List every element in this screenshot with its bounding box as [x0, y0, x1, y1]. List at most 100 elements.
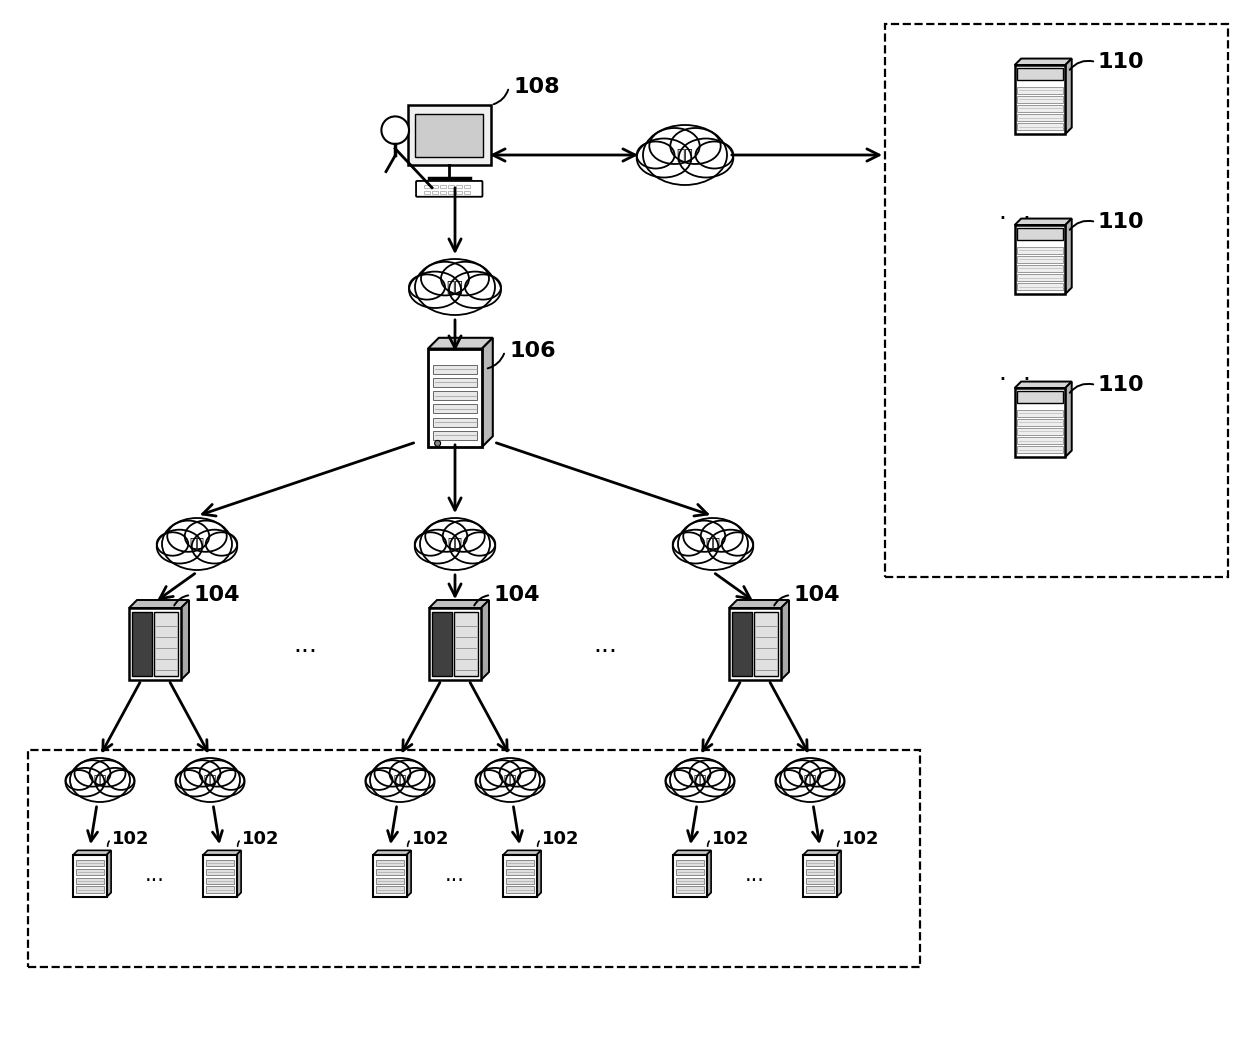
Circle shape	[434, 441, 440, 446]
Polygon shape	[707, 850, 711, 897]
FancyBboxPatch shape	[806, 861, 835, 866]
Ellipse shape	[464, 532, 495, 555]
FancyBboxPatch shape	[754, 612, 777, 676]
Ellipse shape	[95, 768, 134, 796]
Polygon shape	[503, 850, 541, 855]
Text: 106: 106	[508, 341, 556, 361]
FancyBboxPatch shape	[676, 877, 704, 884]
Polygon shape	[373, 850, 412, 855]
FancyBboxPatch shape	[432, 190, 438, 194]
Text: ...: ...	[145, 865, 165, 885]
FancyBboxPatch shape	[76, 877, 104, 884]
Polygon shape	[129, 600, 188, 608]
FancyBboxPatch shape	[804, 855, 837, 897]
FancyBboxPatch shape	[131, 612, 151, 676]
Text: 102: 102	[542, 830, 579, 848]
Text: 104: 104	[794, 585, 839, 605]
FancyBboxPatch shape	[806, 877, 835, 884]
FancyBboxPatch shape	[1018, 446, 1063, 453]
Ellipse shape	[443, 521, 485, 552]
Text: ...: ...	[745, 865, 765, 885]
Text: ...: ...	[293, 633, 317, 658]
Ellipse shape	[414, 532, 446, 555]
Polygon shape	[481, 600, 489, 680]
FancyBboxPatch shape	[676, 869, 704, 875]
Text: 104: 104	[193, 585, 239, 605]
Polygon shape	[107, 850, 112, 897]
Ellipse shape	[670, 758, 730, 802]
FancyBboxPatch shape	[206, 869, 234, 875]
Ellipse shape	[775, 770, 802, 790]
Ellipse shape	[480, 758, 539, 802]
Ellipse shape	[69, 758, 130, 802]
FancyBboxPatch shape	[432, 612, 451, 676]
Text: 网络: 网络	[393, 775, 407, 785]
FancyBboxPatch shape	[76, 887, 104, 892]
Text: 102: 102	[412, 830, 449, 848]
FancyBboxPatch shape	[1018, 265, 1063, 271]
Polygon shape	[1065, 59, 1071, 134]
Ellipse shape	[678, 139, 733, 178]
Ellipse shape	[370, 758, 430, 802]
Ellipse shape	[775, 768, 815, 796]
FancyBboxPatch shape	[506, 877, 534, 884]
Ellipse shape	[475, 768, 515, 796]
Ellipse shape	[66, 768, 104, 796]
Ellipse shape	[374, 761, 410, 787]
Ellipse shape	[701, 521, 743, 552]
FancyBboxPatch shape	[1018, 67, 1063, 80]
Text: 108: 108	[513, 77, 559, 97]
FancyBboxPatch shape	[1018, 390, 1063, 403]
Ellipse shape	[689, 761, 725, 787]
Ellipse shape	[683, 521, 725, 552]
Ellipse shape	[396, 768, 434, 796]
Ellipse shape	[74, 761, 110, 787]
FancyBboxPatch shape	[440, 190, 446, 194]
Ellipse shape	[708, 530, 753, 564]
Ellipse shape	[671, 128, 720, 164]
FancyBboxPatch shape	[76, 861, 104, 866]
Ellipse shape	[217, 770, 244, 790]
FancyBboxPatch shape	[432, 185, 438, 188]
FancyBboxPatch shape	[206, 861, 234, 866]
Polygon shape	[673, 850, 711, 855]
Polygon shape	[428, 338, 492, 348]
Ellipse shape	[415, 259, 495, 315]
Text: 网络: 网络	[503, 775, 517, 785]
Ellipse shape	[167, 521, 210, 552]
Ellipse shape	[678, 518, 748, 570]
FancyBboxPatch shape	[1014, 388, 1065, 457]
FancyBboxPatch shape	[408, 105, 491, 165]
Text: 104: 104	[494, 585, 539, 605]
FancyBboxPatch shape	[203, 855, 237, 897]
Ellipse shape	[666, 770, 692, 790]
FancyBboxPatch shape	[456, 190, 461, 194]
FancyBboxPatch shape	[76, 869, 104, 875]
Ellipse shape	[409, 271, 461, 308]
Text: 102: 102	[842, 830, 879, 848]
FancyBboxPatch shape	[506, 861, 534, 866]
FancyBboxPatch shape	[376, 887, 404, 892]
FancyBboxPatch shape	[424, 190, 430, 194]
Ellipse shape	[108, 770, 134, 790]
Text: 网络: 网络	[693, 775, 707, 785]
Ellipse shape	[414, 530, 460, 564]
FancyBboxPatch shape	[503, 855, 537, 897]
Text: 网络: 网络	[448, 538, 463, 550]
Ellipse shape	[192, 530, 237, 564]
Ellipse shape	[636, 139, 692, 178]
Ellipse shape	[644, 125, 727, 185]
FancyBboxPatch shape	[1018, 96, 1063, 103]
Ellipse shape	[180, 758, 241, 802]
Ellipse shape	[176, 770, 202, 790]
Text: 网络: 网络	[804, 775, 817, 785]
Ellipse shape	[366, 768, 404, 796]
Ellipse shape	[200, 761, 236, 787]
Ellipse shape	[675, 761, 711, 787]
FancyBboxPatch shape	[154, 612, 179, 676]
Ellipse shape	[780, 758, 839, 802]
FancyBboxPatch shape	[417, 181, 482, 197]
Ellipse shape	[673, 532, 704, 555]
Ellipse shape	[156, 532, 188, 555]
FancyBboxPatch shape	[1014, 225, 1065, 294]
